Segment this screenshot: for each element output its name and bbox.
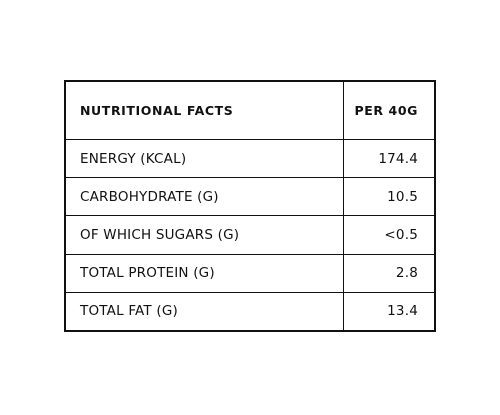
row-value: 13.4 <box>387 303 418 320</box>
header-value: PER 40G <box>354 103 418 118</box>
row-label: OF WHICH SUGARS (G) <box>66 216 344 254</box>
row-value: 10.5 <box>387 188 418 205</box>
row-label: ENERGY (KCAL) <box>66 140 344 178</box>
row-value: <0.5 <box>384 227 418 243</box>
row-value: 2.8 <box>395 265 418 282</box>
table-row-sugars: OF WHICH SUGARS (G) <0.5 <box>66 216 434 255</box>
row-label: TOTAL FAT (G) <box>66 292 344 331</box>
row-label: CARBOHYDRATE (G) <box>66 178 344 216</box>
table-row-carbohydrate: CARBOHYDRATE (G) 10.5 <box>66 178 434 217</box>
nutrition-facts-table: NUTRITIONAL FACTS PER 40G ENERGY (KCAL) … <box>64 80 436 332</box>
table-header-row: NUTRITIONAL FACTS PER 40G <box>66 82 434 140</box>
row-value: 174.4 <box>378 150 418 167</box>
table-row-protein: TOTAL PROTEIN (G) 2.8 <box>66 254 434 293</box>
header-label: NUTRITIONAL FACTS <box>66 82 344 139</box>
table-row-fat: TOTAL FAT (G) 13.4 <box>66 292 434 331</box>
table-row-energy: ENERGY (KCAL) 174.4 <box>66 140 434 179</box>
row-label: TOTAL PROTEIN (G) <box>66 254 344 292</box>
